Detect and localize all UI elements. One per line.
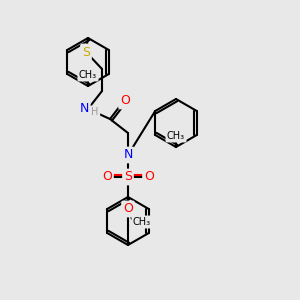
Text: N: N [123,148,133,161]
Text: O: O [123,202,133,215]
Text: O: O [102,170,112,184]
Text: S: S [124,170,132,184]
Text: O: O [120,94,130,107]
Text: S: S [82,46,90,59]
Text: N: N [79,103,89,116]
Text: H: H [91,107,99,117]
Text: CH₃: CH₃ [133,217,151,227]
Text: CH₃: CH₃ [167,131,185,141]
Text: O: O [144,170,154,184]
Text: CH₃: CH₃ [79,70,97,80]
